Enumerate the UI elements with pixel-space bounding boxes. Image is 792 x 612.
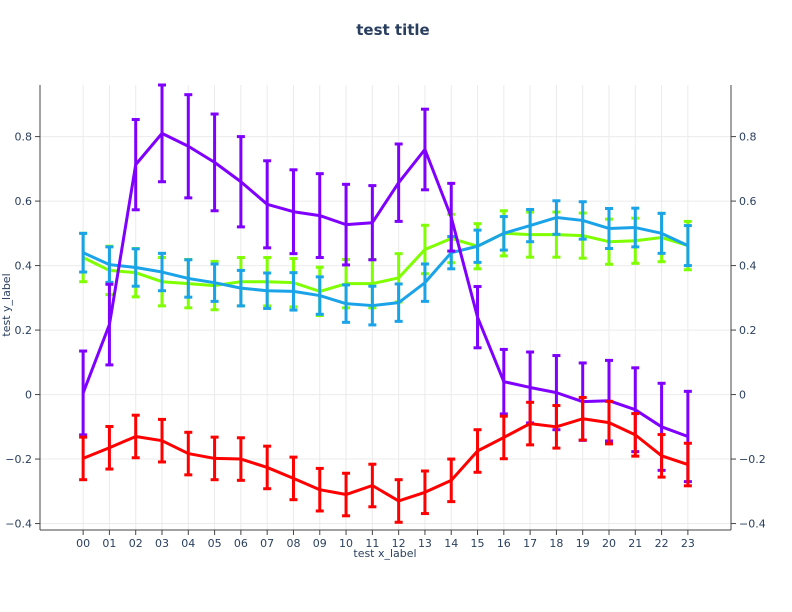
series-line (82, 417, 689, 503)
y-tick-label-left: 0 (25, 389, 32, 402)
y-tick-label-right: 0.8 (739, 131, 757, 144)
y-tick-label-left: −0.2 (5, 453, 32, 466)
series-line (82, 231, 689, 293)
y-tick-label-left: 0.6 (15, 195, 33, 208)
x-tick-label: 11 (365, 537, 379, 550)
y-tick-label-right: −0.4 (739, 518, 766, 531)
x-axis-label: test x_label (353, 547, 416, 560)
axes: 00 01 02 03 04 05 06 07 08 09 10 11 12 13 14 15 16 17 18 19… (5, 85, 766, 550)
x-tick-label: 13 (418, 537, 432, 550)
x-tick-label: 10 (339, 537, 353, 550)
x-tick-label: 20 (602, 537, 616, 550)
x-tick-label: 06 (234, 537, 248, 550)
series-layer (79, 83, 692, 524)
y-tick-label-left: 0.4 (15, 260, 33, 273)
y-tick-label-right: 0.4 (739, 260, 757, 273)
series-blue (79, 199, 692, 327)
x-tick-label: 09 (313, 537, 327, 550)
x-tick-label: 05 (208, 537, 222, 550)
x-tick-label: 02 (129, 537, 143, 550)
chart-title: test title (356, 21, 429, 39)
x-tick-label: 00 (76, 537, 90, 550)
y-tick-label-right: 0.6 (739, 195, 757, 208)
x-tick-label: 18 (549, 537, 563, 550)
x-tick-label: 03 (155, 537, 169, 550)
x-tick-label: 15 (471, 537, 485, 550)
x-tick-label: 16 (497, 537, 511, 550)
x-tick-label: 12 (392, 537, 406, 550)
x-tick-label: 17 (523, 537, 537, 550)
x-tick-label: 08 (286, 537, 300, 550)
series-red (79, 395, 692, 524)
y-tick-label-right: −0.2 (739, 453, 766, 466)
y-tick-label-left: −0.4 (5, 518, 32, 531)
series-line (81, 131, 689, 438)
y-tick-label-left: 0.2 (15, 324, 33, 337)
x-tick-label: 01 (102, 537, 116, 550)
y-tick-label-left: 0.8 (15, 131, 33, 144)
x-tick-label: 22 (655, 537, 669, 550)
grid (40, 85, 731, 530)
x-tick-label: 21 (628, 537, 642, 550)
y-tick-label-right: 0.2 (739, 324, 757, 337)
x-tick-label: 19 (576, 537, 590, 550)
y-axis-label: test y_label (0, 273, 13, 336)
y-tick-label-right: 0 (739, 389, 746, 402)
x-tick-label: 14 (444, 537, 458, 550)
series-line (82, 216, 689, 308)
x-tick-label: 04 (181, 537, 195, 550)
x-tick-label: 07 (260, 537, 274, 550)
x-tick-label: 23 (681, 537, 695, 550)
